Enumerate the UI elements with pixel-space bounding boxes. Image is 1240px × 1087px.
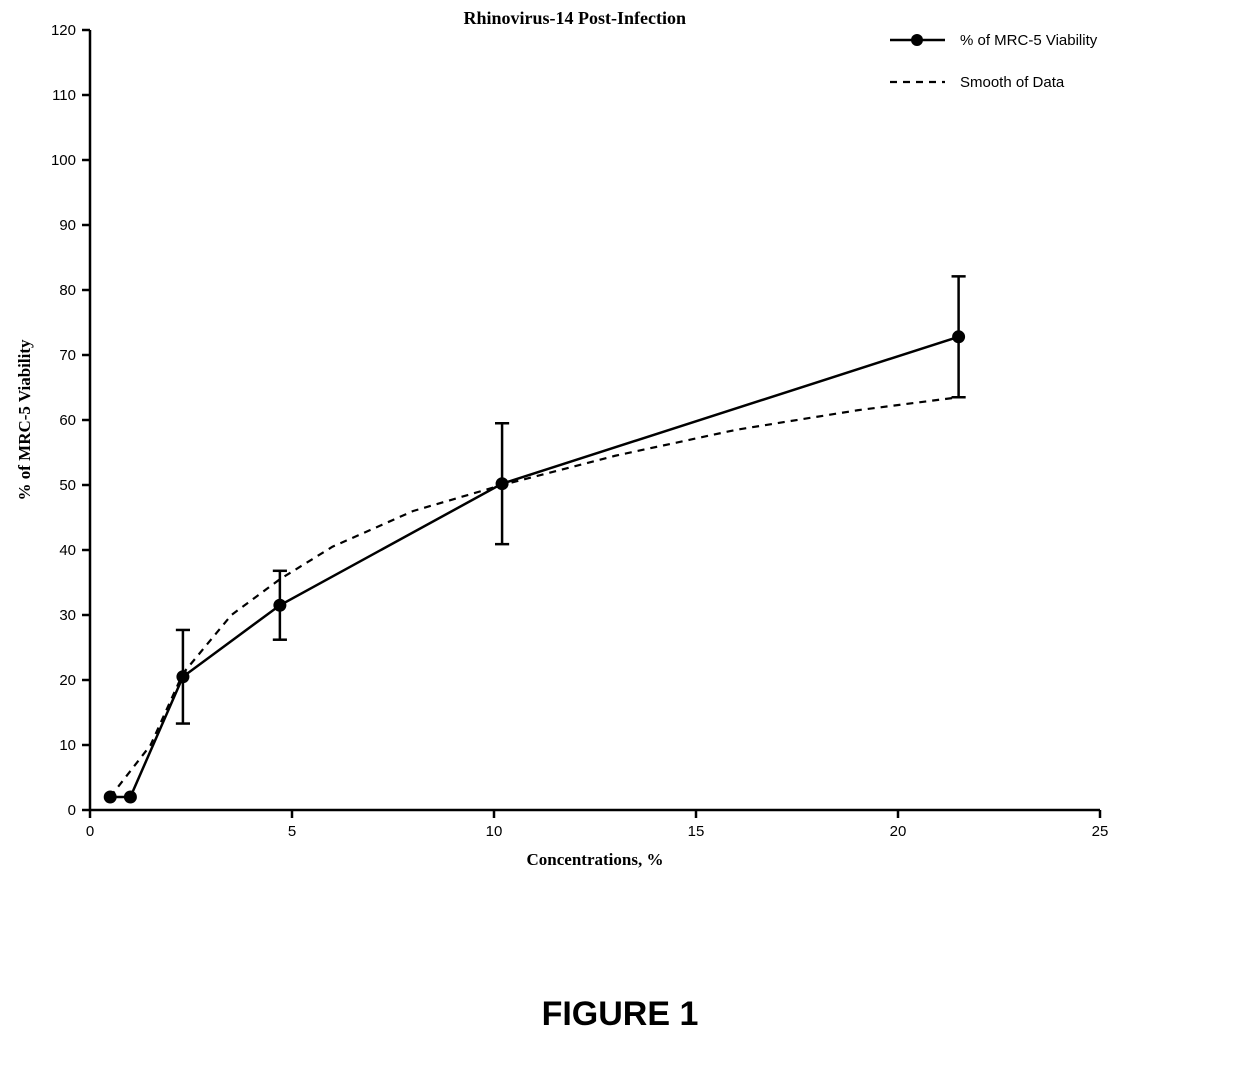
- data-marker: [104, 791, 116, 803]
- legend-swatch-data-marker: [911, 34, 923, 46]
- y-tick-label: 110: [52, 87, 76, 104]
- x-tick-label: 5: [288, 823, 296, 840]
- y-tick-label: 30: [59, 607, 76, 624]
- y-tick-label: 60: [59, 412, 76, 429]
- y-tick-label: 50: [59, 477, 76, 494]
- figure-caption: FIGURE 1: [542, 995, 699, 1033]
- chart-background: [0, 0, 1240, 1087]
- x-tick-label: 20: [890, 823, 907, 840]
- data-marker: [953, 331, 965, 343]
- y-tick-label: 40: [59, 542, 76, 559]
- y-tick-label: 10: [59, 737, 76, 754]
- figure-page: 0 10 20 30 40 50 60 70 80 90 100 110 120 0 5 10 15 20 25 Co…: [0, 0, 1240, 1087]
- x-tick-label: 0: [86, 823, 94, 840]
- x-tick-label: 10: [486, 823, 503, 840]
- x-tick-label: 15: [688, 823, 705, 840]
- data-marker: [496, 478, 508, 490]
- y-tick-label: 0: [68, 802, 76, 819]
- y-tick-label: 120: [51, 22, 76, 39]
- x-axis-label: Concentrations, %: [527, 850, 664, 869]
- y-tick-label: 100: [51, 152, 76, 169]
- legend-label-smooth: Smooth of Data: [960, 74, 1065, 91]
- chart-title: Rhinovirus-14 Post-Infection: [464, 8, 687, 28]
- x-tick-label: 25: [1092, 823, 1109, 840]
- chart-svg: 0 10 20 30 40 50 60 70 80 90 100 110 120 0 5 10 15 20 25 Co…: [0, 0, 1240, 1087]
- y-tick-label: 80: [59, 282, 76, 299]
- data-marker: [177, 671, 189, 683]
- data-marker: [124, 791, 136, 803]
- y-tick-label: 90: [59, 217, 76, 234]
- legend-label-data: % of MRC-5 Viability: [960, 32, 1098, 49]
- y-tick-label: 20: [59, 672, 76, 689]
- y-tick-label: 70: [59, 347, 76, 364]
- y-axis-label: % of MRC-5 Viability: [15, 339, 34, 501]
- data-marker: [274, 599, 286, 611]
